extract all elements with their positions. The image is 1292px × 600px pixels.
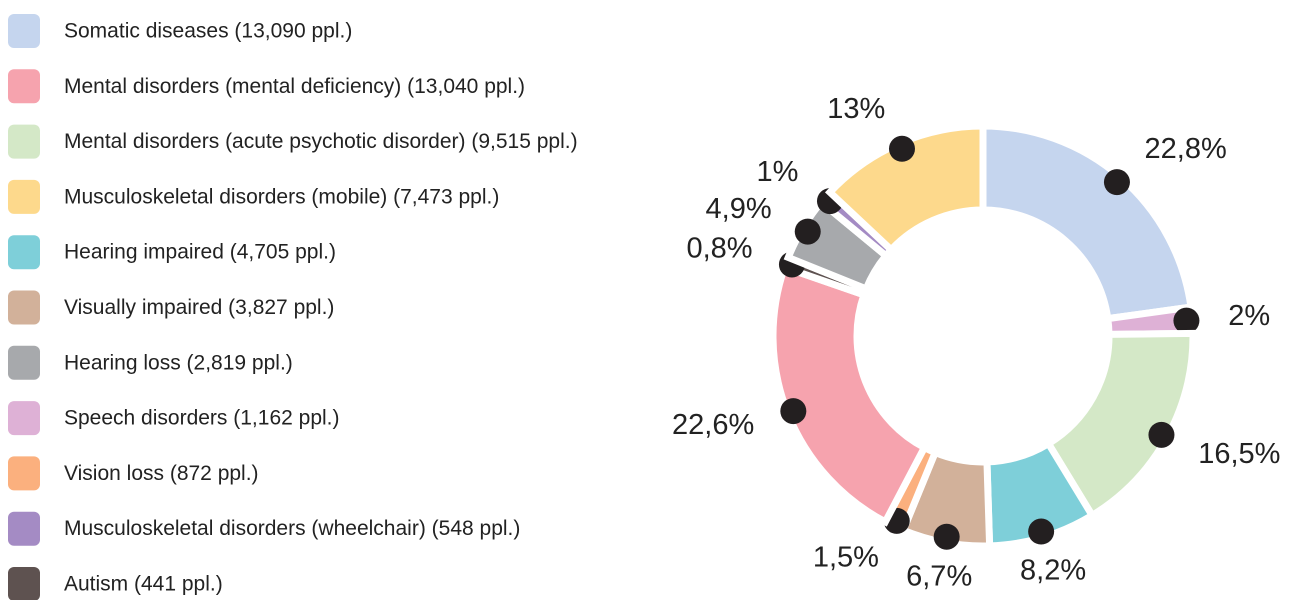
legend-swatch [8, 235, 40, 270]
legend-swatch [8, 179, 40, 214]
value-label: 22,6% [672, 409, 754, 441]
label-dot [1148, 421, 1175, 448]
legend-label: Hearing impaired (4,705 ppl.) [64, 241, 336, 264]
value-label: 22,8% [1145, 133, 1227, 165]
legend-swatch [8, 124, 40, 159]
value-label: 8,2% [1020, 554, 1086, 586]
label-dot [1028, 518, 1055, 545]
legend-label: Musculoskeletal disorders (mobile) (7,47… [64, 185, 499, 208]
donut-slice [979, 122, 1195, 323]
legend-swatch [8, 14, 40, 48]
value-label: 4,9% [706, 193, 772, 225]
legend-label: Musculoskeletal disorders (wheelchair) (… [64, 517, 520, 540]
legend-label: Mental disorders (acute psychotic disord… [64, 130, 578, 153]
legend-label: Visually impaired (3,827 ppl.) [64, 296, 334, 319]
donut-slice [824, 122, 987, 255]
label-dot [1173, 307, 1200, 334]
legend-label: Somatic diseases (13,090 ppl.) [64, 20, 352, 43]
legend-swatch [8, 69, 40, 104]
label-dot [794, 218, 821, 245]
donut-slice [769, 262, 930, 527]
legend-swatch [8, 456, 40, 491]
label-dot [888, 135, 915, 162]
legend-swatch [8, 511, 40, 546]
legend-swatch [8, 345, 40, 380]
label-dot [1103, 169, 1130, 196]
donut-slice [1043, 329, 1197, 521]
legend-label: Vision loss (872 ppl.) [64, 462, 259, 485]
legend-label: Mental disorders (mental deficiency) (13… [64, 75, 525, 98]
legend-swatch [8, 401, 40, 436]
value-label: 1% [757, 156, 799, 188]
value-label: 13% [827, 93, 885, 125]
legend-label: Autism (441 ppl.) [64, 573, 223, 596]
legend-swatch [8, 290, 40, 325]
value-label: 1,5% [813, 542, 879, 574]
legend-label: Speech disorders (1,162 ppl.) [64, 407, 340, 430]
value-label: 0,8% [686, 232, 752, 264]
label-dot [780, 398, 807, 425]
value-label: 2% [1228, 300, 1270, 332]
value-label: 16,5% [1198, 438, 1280, 470]
legend-label: Hearing loss (2,819 ppl.) [64, 351, 293, 374]
label-dot [933, 523, 960, 550]
legend-swatch [8, 567, 40, 600]
value-label: 6,7% [906, 561, 972, 593]
